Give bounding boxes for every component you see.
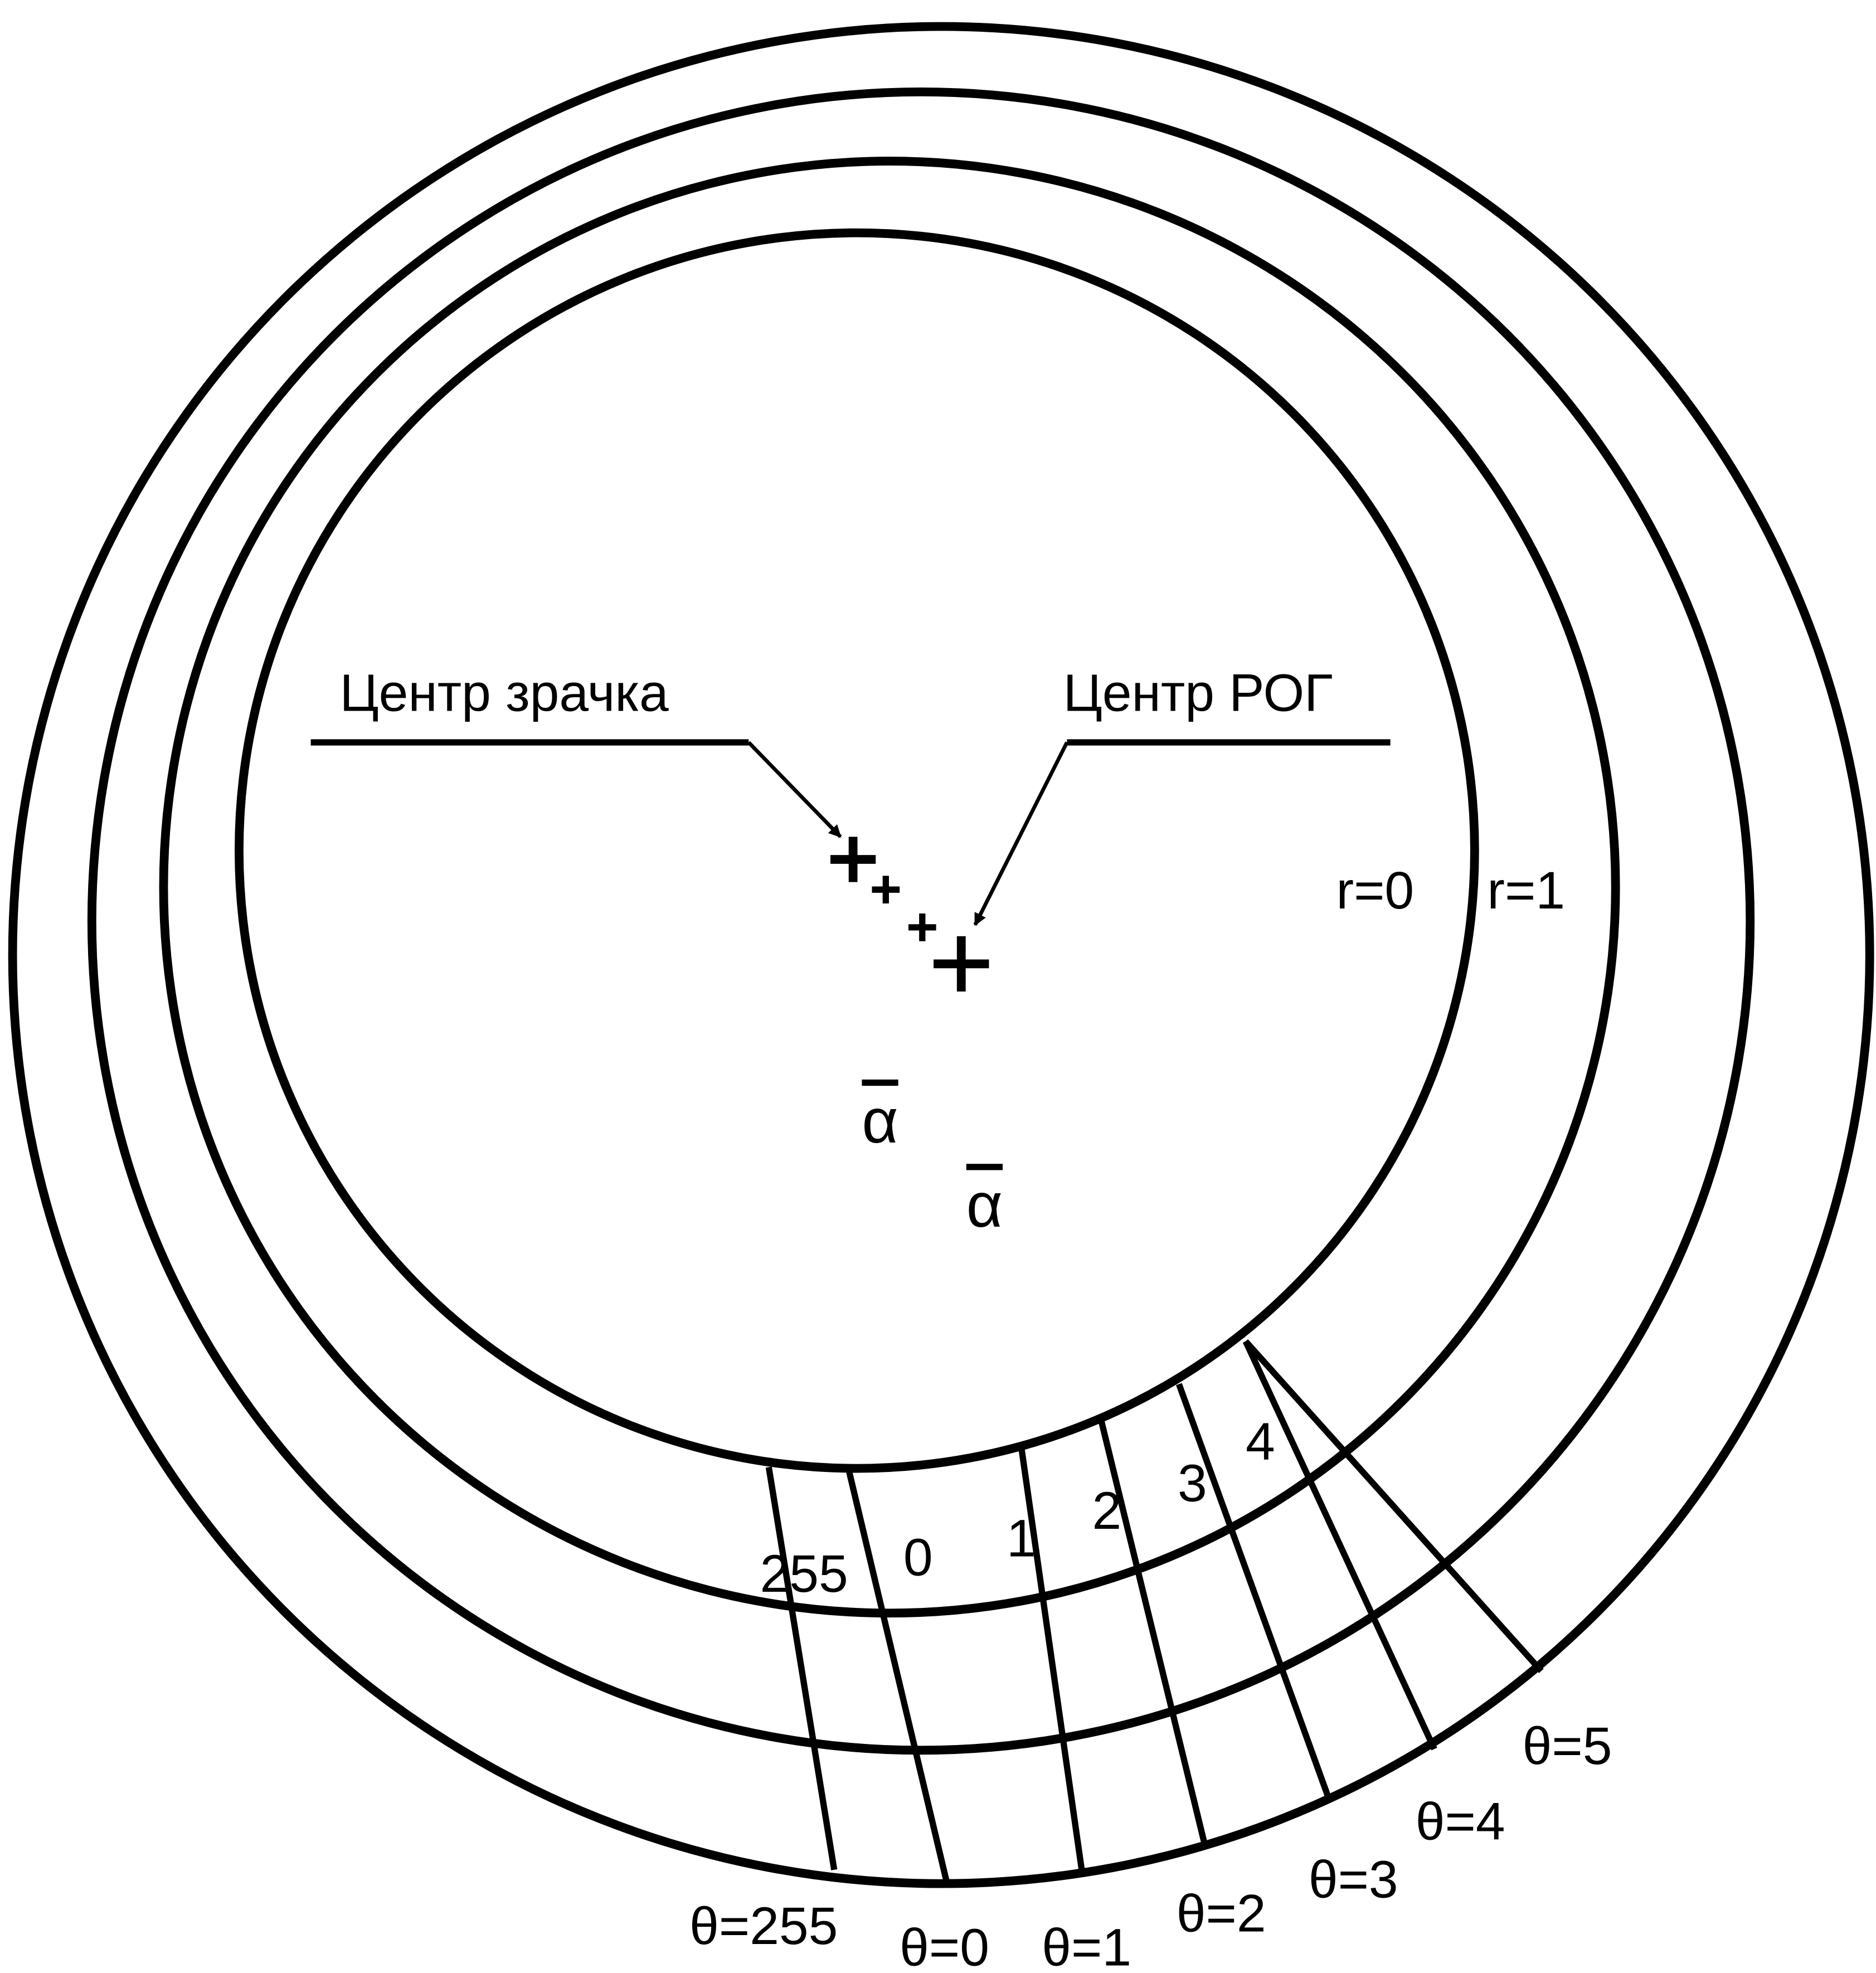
sector-label: 1 bbox=[1007, 1509, 1036, 1568]
sector-label: 0 bbox=[903, 1528, 933, 1587]
center-marks bbox=[830, 837, 989, 992]
sector-label: 4 bbox=[1246, 1412, 1275, 1471]
pupil-center-label: Центр зрачка bbox=[340, 664, 669, 723]
angle-label: θ=2 bbox=[1177, 1884, 1266, 1943]
angle-label: θ=4 bbox=[1416, 1792, 1505, 1851]
ring-label: r=1 bbox=[1487, 861, 1565, 920]
angle-label: θ=3 bbox=[1309, 1850, 1398, 1909]
angle-label: θ=5 bbox=[1523, 1717, 1612, 1776]
sector-label: 2 bbox=[1092, 1481, 1122, 1541]
ring bbox=[235, 228, 1479, 1473]
pointers bbox=[310, 739, 1391, 926]
ring-label: r=0 bbox=[1336, 861, 1415, 920]
alpha-label: α bbox=[966, 1170, 1003, 1240]
sector-label: 3 bbox=[1178, 1454, 1207, 1513]
ring bbox=[8, 22, 1874, 1888]
angle-label: θ=0 bbox=[900, 1918, 989, 1973]
radial-lines bbox=[765, 1339, 1544, 1881]
sector-label: 255 bbox=[760, 1544, 848, 1603]
ring bbox=[159, 157, 1620, 1618]
alpha-label: α bbox=[862, 1086, 898, 1156]
angle-label: θ=1 bbox=[1042, 1918, 1131, 1973]
angle-label: θ=255 bbox=[689, 1897, 838, 1956]
cornea-center-label: Центр РОГ bbox=[1063, 664, 1333, 723]
ring bbox=[87, 87, 1755, 1755]
